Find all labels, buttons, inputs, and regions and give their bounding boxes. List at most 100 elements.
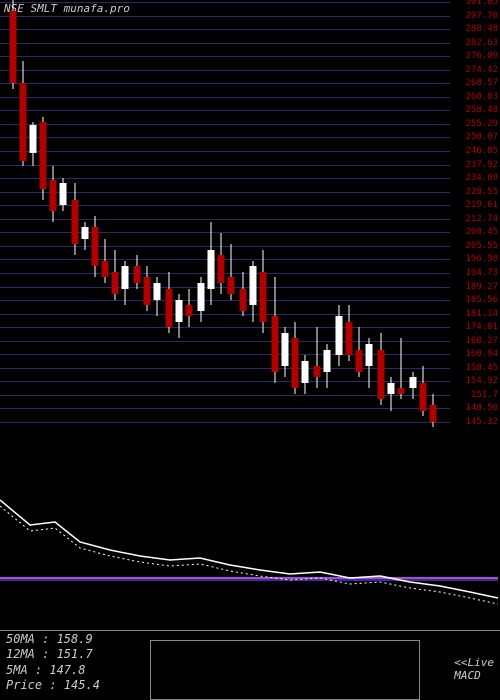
candle-body xyxy=(71,200,78,244)
candle-body xyxy=(165,289,172,328)
y-axis-label: 260.03 xyxy=(465,93,498,102)
y-axis-label: 174.81 xyxy=(465,323,498,332)
candle-body xyxy=(153,283,160,300)
y-axis-label: 297.70 xyxy=(465,12,498,21)
candle xyxy=(344,0,353,430)
y-axis-label: 212.74 xyxy=(465,215,498,224)
y-axis-label: 219.61 xyxy=(465,201,498,210)
candle-body xyxy=(313,366,320,377)
y-axis-label: 148.50 xyxy=(465,404,498,413)
y-axis-label: 246.85 xyxy=(465,147,498,156)
candle-body xyxy=(143,277,150,305)
y-axis-label: 208.45 xyxy=(465,228,498,237)
candle-body xyxy=(365,344,372,366)
candle-body xyxy=(207,250,214,289)
candle-body xyxy=(185,305,192,316)
candle xyxy=(376,0,385,430)
candle-body xyxy=(239,289,246,311)
candle xyxy=(184,0,193,430)
candle xyxy=(120,0,129,430)
candle xyxy=(312,0,321,430)
y-axis-label: 301.05 xyxy=(465,0,498,7)
candle xyxy=(110,0,119,430)
y-axis-label: 274.42 xyxy=(465,66,498,75)
candle xyxy=(18,0,27,430)
candle xyxy=(132,0,141,430)
candle-body xyxy=(397,388,404,394)
candle xyxy=(58,0,67,430)
y-axis-label: 185.56 xyxy=(465,296,498,305)
candle-body xyxy=(59,183,66,205)
candle-body xyxy=(133,266,140,283)
y-axis-label: 145.32 xyxy=(465,418,498,427)
candle-body xyxy=(249,266,256,305)
candle xyxy=(216,0,225,430)
candle-body xyxy=(29,125,36,153)
candle-body xyxy=(335,316,342,355)
y-axis-label: 276.09 xyxy=(465,52,498,61)
candle-body xyxy=(121,266,128,288)
candle xyxy=(334,0,343,430)
candle xyxy=(70,0,79,430)
candle-body xyxy=(323,350,330,372)
candle-body xyxy=(227,277,234,294)
macd-chart xyxy=(0,430,500,630)
candle-wick xyxy=(316,327,317,388)
candle xyxy=(90,0,99,430)
y-axis-label: 250.07 xyxy=(465,133,498,142)
macd-main-line xyxy=(0,500,498,598)
candle xyxy=(152,0,161,430)
candle xyxy=(364,0,373,430)
y-axis-label: 288.48 xyxy=(465,25,498,34)
macd-dotted-line xyxy=(0,506,498,604)
candle-body xyxy=(49,180,56,211)
candle xyxy=(354,0,363,430)
candle xyxy=(226,0,235,430)
candle-body xyxy=(175,300,182,322)
macd-lines xyxy=(0,430,500,630)
candle xyxy=(300,0,309,430)
y-axis-label: 154.92 xyxy=(465,377,498,386)
candle xyxy=(290,0,299,430)
candle xyxy=(80,0,89,430)
price-label: Price : 145.4 xyxy=(6,678,100,694)
candle xyxy=(48,0,57,430)
candle xyxy=(418,0,427,430)
y-axis-label: 196.98 xyxy=(465,255,498,264)
y-axis-label: 258.48 xyxy=(465,106,498,115)
ma50-label: 50MA : 158.9 xyxy=(6,632,100,648)
y-axis-label: 234.69 xyxy=(465,174,498,183)
candle-body xyxy=(291,338,298,388)
candle xyxy=(100,0,109,430)
y-axis-label: 237.92 xyxy=(465,161,498,170)
footer-panel: 50MA : 158.9 12MA : 151.7 5MA : 147.8 Pr… xyxy=(0,630,500,700)
y-axis-label: 255.29 xyxy=(465,120,498,129)
candle xyxy=(248,0,257,430)
y-axis-label: 189.27 xyxy=(465,283,498,292)
y-axis-label: 228.55 xyxy=(465,188,498,197)
candle xyxy=(142,0,151,430)
candle-body xyxy=(345,322,352,355)
candlestick-chart: NSE SMLT munafa.pro xyxy=(0,0,450,430)
candle-body xyxy=(429,405,436,422)
macd-label: MACD xyxy=(454,669,494,682)
candle-body xyxy=(271,316,278,371)
candle-body xyxy=(101,261,108,278)
candle-body xyxy=(111,272,118,294)
y-axis-label: 205.55 xyxy=(465,242,498,251)
candle xyxy=(322,0,331,430)
stats-block: 50MA : 158.9 12MA : 151.7 5MA : 147.8 Pr… xyxy=(6,632,100,694)
candle-body xyxy=(217,255,224,283)
candle-body xyxy=(387,383,394,394)
candle-body xyxy=(81,227,88,238)
y-axis-label: 181.14 xyxy=(465,310,498,319)
ma5-label: 5MA : 147.8 xyxy=(6,663,100,679)
candle-body xyxy=(377,350,384,400)
candle-body xyxy=(419,383,426,411)
candle-body xyxy=(281,333,288,366)
candle xyxy=(238,0,247,430)
y-axis-label: 268.57 xyxy=(465,79,498,88)
candle-body xyxy=(197,283,204,311)
candle-body xyxy=(355,350,362,372)
footer-right-labels: <<Live MACD xyxy=(454,656,494,682)
